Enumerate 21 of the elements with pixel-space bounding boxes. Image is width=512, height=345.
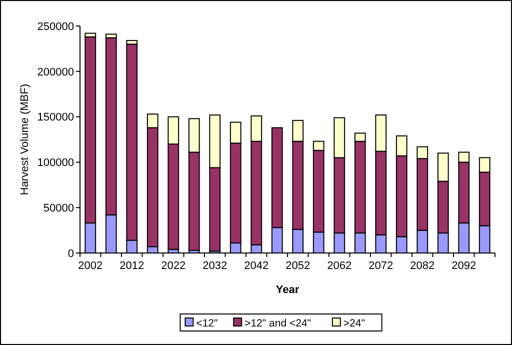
x-tick-label: 2022 xyxy=(161,260,186,272)
x-tick-label: 2012 xyxy=(120,260,144,272)
y-tick-label: 200000 xyxy=(37,66,74,78)
x-tick-label: 2052 xyxy=(286,260,310,272)
y-axis-title: Harvest Volume (MBF) xyxy=(19,84,31,196)
legend-label: >24" xyxy=(343,318,366,330)
x-tick-label: 2092 xyxy=(452,260,476,272)
legend-label: <12" xyxy=(196,318,218,330)
y-tick-label: 50000 xyxy=(43,202,74,214)
x-tick-label: 2082 xyxy=(410,260,435,272)
x-axis-title: Year xyxy=(276,284,300,296)
y-tick-label: 250000 xyxy=(37,20,74,33)
x-tick-label: 2002 xyxy=(78,260,103,272)
x-tick-label: 2042 xyxy=(244,260,269,272)
x-tick-label: 2062 xyxy=(327,260,352,272)
legend-label: >12" and <24" xyxy=(244,318,312,330)
x-tick-label: 2072 xyxy=(368,260,394,272)
x-tick-label: 2032 xyxy=(202,260,228,272)
y-tick-label: 150000 xyxy=(37,112,74,124)
y-tick-label: 100000 xyxy=(37,157,74,170)
y-tick-label: 0 xyxy=(68,248,74,260)
